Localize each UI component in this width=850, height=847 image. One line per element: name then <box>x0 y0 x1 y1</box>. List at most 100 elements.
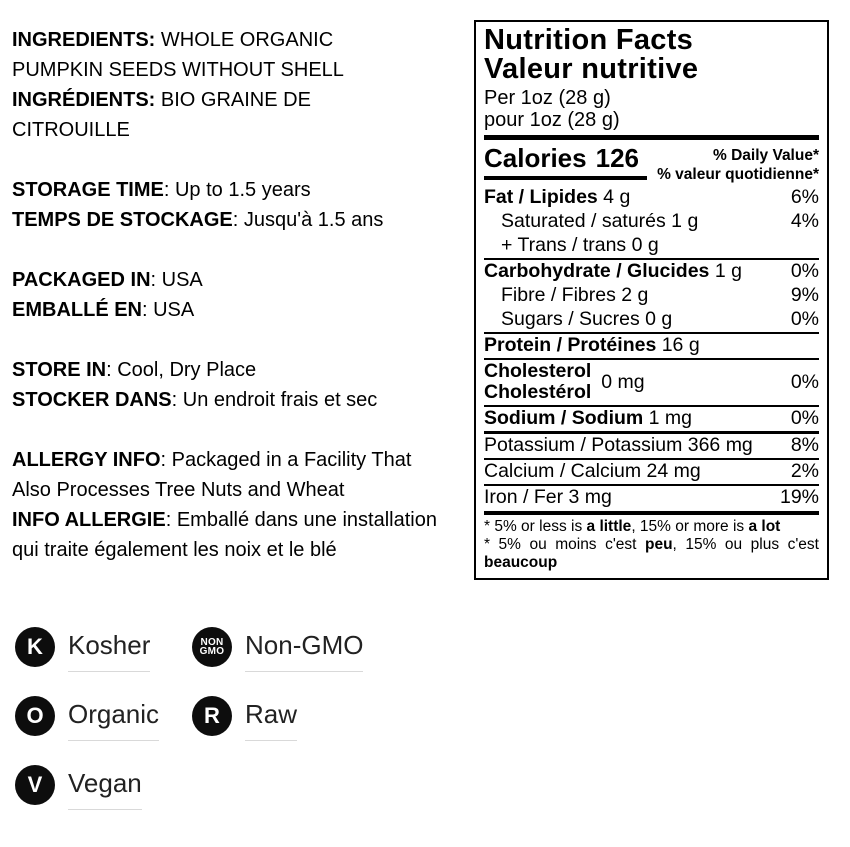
nutrient-dv: 4% <box>790 210 819 232</box>
field-value: PUMPKIN SEEDS WITHOUT SHELL <box>12 59 344 81</box>
nutrient-row-potassium: Potassium / Potassium 366 mg 8% <box>484 431 819 458</box>
text-line: qui traite également les noix et le blé <box>12 535 478 565</box>
nutrient-dv: 2% <box>790 460 819 482</box>
text-line: PACKAGED IN: USA <box>12 265 478 295</box>
nutrient-amount: 1 mg <box>643 407 693 429</box>
text-line: TEMPS DE STOCKAGE: Jusqu'à 1.5 ans <box>12 205 478 235</box>
field-label: INGRÉDIENTS: <box>12 89 156 111</box>
raw-label: Raw <box>245 699 298 741</box>
field-value: : Packaged in a Facility That <box>160 449 412 471</box>
badge-organic: O Organic <box>15 696 192 741</box>
field-value: WHOLE ORGANIC <box>155 29 334 51</box>
nutrient-dv: 0% <box>790 308 819 330</box>
nutrient-dv: 8% <box>790 434 819 456</box>
nutrition-title-en: Nutrition Facts <box>484 24 694 56</box>
nutrient-name: Fat / Lipides <box>484 186 598 208</box>
nutrient-dv: 0% <box>790 370 819 393</box>
text-line: ALLERGY INFO: Packaged in a Facility Tha… <box>12 445 478 475</box>
field-label: PACKAGED IN <box>12 269 151 291</box>
nutrient-row-saturated: Saturated / saturés 1 g 4% <box>484 210 819 234</box>
thick-divider <box>484 135 819 140</box>
vegan-icon: V <box>15 765 55 805</box>
serving-size-fr: pour 1oz (28 g) <box>484 109 620 131</box>
field-label: TEMPS DE STOCKAGE <box>12 209 233 231</box>
organic-label: Organic <box>68 699 160 741</box>
nutrient-amount: 0 mg <box>601 370 645 393</box>
text-line: EMBALLÉ EN: USA <box>12 295 478 325</box>
text-line: STOCKER DANS: Un endroit frais et sec <box>12 385 478 415</box>
text-line: STORE IN: Cool, Dry Place <box>12 355 478 385</box>
nutrient-amount: Sugars / Sucres 0 g <box>501 308 673 330</box>
raw-icon: R <box>192 696 232 736</box>
nutrient-dv: 9% <box>790 284 819 306</box>
nutrient-row-trans: + Trans / trans 0 g <box>484 234 819 258</box>
footnote: * 5% or less is a little, 15% or more is… <box>484 511 819 572</box>
field-value: : USA <box>142 299 195 321</box>
field-label: STOCKER DANS <box>12 389 172 411</box>
nutrient-name-en: Cholesterol <box>484 360 592 382</box>
calories-label: Calories <box>484 143 587 173</box>
field-value: qui traite également les noix et le blé <box>12 539 337 561</box>
badge-non-gmo: NON GMO Non-GMO <box>192 627 432 672</box>
nutrient-row-carbohydrate: Carbohydrate / Glucides 1 g 0% <box>484 258 819 284</box>
field-label: STORE IN <box>12 359 107 381</box>
nutrient-dv: 6% <box>790 186 819 208</box>
nutrition-facts-panel: Nutrition Facts Valeur nutritive Per 1oz… <box>474 20 829 580</box>
nutrient-row-protein: Protein / Protéines 16 g <box>484 332 819 358</box>
non-gmo-icon: NON GMO <box>192 627 232 667</box>
calories-row: Calories 126 % Daily Value* % valeur quot… <box>484 143 819 184</box>
field-label: INGREDIENTS: <box>12 29 156 51</box>
ingredients-section: INGREDIENTS: WHOLE ORGANIC PUMPKIN SEEDS… <box>12 25 478 145</box>
nutrient-row-iron: Iron / Fer 3 mg 19% <box>484 484 819 510</box>
field-value: : Cool, Dry Place <box>106 359 257 381</box>
field-value: CITROUILLE <box>12 119 130 141</box>
allergy-info-section: ALLERGY INFO: Packaged in a Facility Tha… <box>12 445 478 565</box>
field-value: : Up to 1.5 years <box>163 179 311 201</box>
nutrient-name: Sodium / Sodium <box>484 407 644 429</box>
calories-value: Calories 126 <box>484 143 647 180</box>
nutrition-title-fr: Valeur nutritive <box>484 53 699 85</box>
store-in-section: STORE IN: Cool, Dry Place STOCKER DANS: … <box>12 355 478 415</box>
nutrient-amount: Saturated / saturés 1 g <box>501 210 699 232</box>
text-line: INGREDIENTS: WHOLE ORGANIC <box>12 25 478 55</box>
nutrient-name: Carbohydrate / Glucides <box>484 260 710 282</box>
storage-time-section: STORAGE TIME: Up to 1.5 years TEMPS DE S… <box>12 175 478 235</box>
footnote-en: * 5% or less is a little, 15% or more is… <box>484 518 781 535</box>
field-label: STORAGE TIME <box>12 179 164 201</box>
nutrient-row-sodium: Sodium / Sodium 1 mg 0% <box>484 405 819 431</box>
non-gmo-label: Non-GMO <box>245 630 364 672</box>
kosher-label: Kosher <box>68 630 151 672</box>
nutrient-row-calcium: Calcium / Calcium 24 mg 2% <box>484 458 819 484</box>
text-line: INFO ALLERGIE: Emballé dans une installa… <box>12 505 478 535</box>
certification-badges: K Kosher NON GMO Non-GMO O Organic R Raw… <box>15 627 432 810</box>
nutrient-dv: 0% <box>790 260 819 282</box>
daily-value-header: % Daily Value* % valeur quotidienne* <box>657 143 819 184</box>
nutrient-amount: Potassium / Potassium 366 mg <box>484 434 753 456</box>
calories-amount: 126 <box>595 143 639 173</box>
vegan-label: Vegan <box>68 768 142 810</box>
text-line: CITROUILLE <box>12 115 478 145</box>
badge-kosher: K Kosher <box>15 627 192 672</box>
text-line: STORAGE TIME: Up to 1.5 years <box>12 175 478 205</box>
field-value: Also Processes Tree Nuts and Wheat <box>12 479 345 501</box>
field-label: ALLERGY INFO <box>12 449 161 471</box>
nutrient-amount: 4 g <box>597 186 631 208</box>
field-value: : Emballé dans une installation <box>165 509 437 531</box>
field-value: : Jusqu'à 1.5 ans <box>232 209 384 231</box>
kosher-icon: K <box>15 627 55 667</box>
serving-size-en: Per 1oz (28 g) <box>484 87 611 109</box>
nutrient-dv: 19% <box>779 486 819 508</box>
field-value: : Un endroit frais et sec <box>171 389 378 411</box>
nutrient-row-fibre: Fibre / Fibres 2 g 9% <box>484 284 819 308</box>
field-label: EMBALLÉ EN <box>12 299 142 321</box>
text-line: INGRÉDIENTS: BIO GRAINE DE <box>12 85 478 115</box>
field-label: INFO ALLERGIE <box>12 509 166 531</box>
nutrient-row-cholesterol: Cholesterol Cholestérol 0 mg 0% <box>484 358 819 405</box>
nutrient-amount: Fibre / Fibres 2 g <box>501 284 649 306</box>
daily-value-en: % Daily Value* <box>713 147 819 164</box>
nutrient-row-fat: Fat / Lipides 4 g 6% <box>484 186 819 210</box>
serving-size-block: Per 1oz (28 g) pour 1oz (28 g) <box>484 87 819 131</box>
footnote-fr: * 5% ou moins c'est peu, 15% ou plus c'e… <box>484 536 819 571</box>
nutrient-amount: Calcium / Calcium 24 mg <box>484 460 701 482</box>
nutrient-amount: 1 g <box>709 260 742 282</box>
